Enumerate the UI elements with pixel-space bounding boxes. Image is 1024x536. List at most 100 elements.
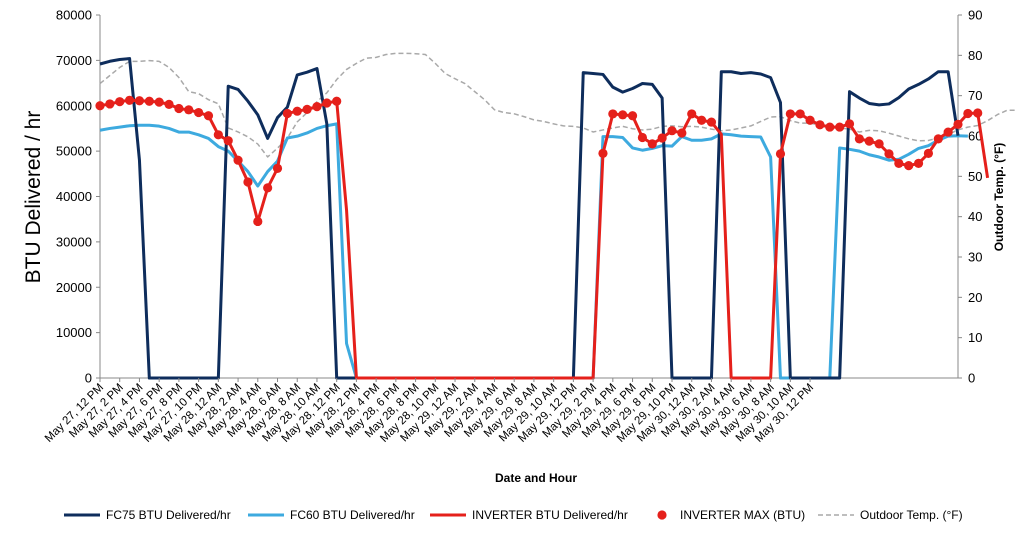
inverter-max-point xyxy=(696,115,707,125)
legend-item-inverter-max-btu: INVERTER MAX (BTU) xyxy=(657,508,805,522)
inverter-max-point xyxy=(657,133,667,143)
inverter-max-point xyxy=(923,148,934,158)
legend-label: INVERTER BTU Delivered/hr xyxy=(472,508,628,522)
inverter-max-point xyxy=(154,97,164,107)
series-line-fc75-btu-delivered-hr xyxy=(99,57,960,380)
y-tick-label: 30000 xyxy=(56,234,92,249)
inverter-max-point xyxy=(706,117,717,127)
inverter-max-point xyxy=(815,120,825,130)
inverter-max-point xyxy=(174,103,184,114)
inverter-max-point xyxy=(105,99,115,109)
inverter-max-point xyxy=(233,155,243,165)
legend-item-inverter-btu-delivered-hr: INVERTER BTU Delivered/hr xyxy=(430,508,628,522)
inverter-max-point xyxy=(164,99,174,109)
inverter-max-point xyxy=(144,96,154,106)
y-tick-label: 50000 xyxy=(56,144,92,159)
y-tick-label: 80000 xyxy=(56,8,92,23)
inverter-max-point xyxy=(805,115,815,125)
inverter-max-point xyxy=(292,106,302,116)
inverter-max-point xyxy=(904,161,914,171)
inverter-max-point xyxy=(844,119,855,129)
y2-tick-label: 50 xyxy=(968,169,982,184)
inverter-max-point xyxy=(194,107,204,118)
y2-tick-label: 20 xyxy=(968,290,982,305)
inverter-max-point xyxy=(608,109,618,119)
inverter-max-point xyxy=(322,98,332,108)
inverter-max-point xyxy=(933,134,943,144)
inverter-max-point xyxy=(913,158,924,168)
inverter-max-point xyxy=(243,177,253,187)
legend-label: Outdoor Temp. (°F) xyxy=(860,508,963,522)
inverter-max-point xyxy=(598,148,608,158)
inverter-max-point xyxy=(312,102,322,112)
inverter-max-point xyxy=(825,122,835,132)
inverter-max-point xyxy=(618,110,628,120)
inverter-max-point xyxy=(884,149,894,159)
y2-tick-label: 80 xyxy=(968,48,982,63)
axes: 0 10000 20000 30000 40000 50000 60000 70000 8000… xyxy=(56,8,983,386)
inverter-max-point xyxy=(332,96,342,106)
legend-item-fc75-btu-delivered-hr: FC75 BTU Delivered/hr xyxy=(64,508,231,522)
y2-tick-label: 70 xyxy=(968,88,982,103)
inverter-max-point xyxy=(95,101,105,111)
series-inverter-max-btu xyxy=(95,95,983,227)
inverter-max-point xyxy=(775,149,786,159)
y-tick-label: 70000 xyxy=(56,53,92,68)
y-axis-label: BTU Delivered / hr xyxy=(22,111,45,284)
y-tick-label: 40000 xyxy=(56,189,92,204)
inverter-max-point xyxy=(637,132,648,143)
inverter-max-point xyxy=(687,109,697,119)
y2-tick-label: 30 xyxy=(968,250,982,265)
inverter-max-point xyxy=(115,97,125,107)
legend: FC75 BTU Delivered/hr FC60 BTU Delivered/… xyxy=(64,508,963,522)
y2-tick-label: 60 xyxy=(968,129,982,144)
inverter-max-point xyxy=(223,136,233,146)
series-line-fc60-btu-delivered-hr xyxy=(99,122,968,380)
series-line-inverter-btu-delivered-hr xyxy=(99,98,990,380)
y-tick-label: 20000 xyxy=(56,280,92,295)
inverter-max-point xyxy=(213,130,223,140)
inverter-max-point xyxy=(647,139,657,149)
series-line-outdoor-temp-f xyxy=(99,52,1018,158)
series-layer xyxy=(95,52,1018,380)
y2-tick-label: 0 xyxy=(968,371,975,386)
inverter-max-point xyxy=(253,216,263,227)
inverter-max-point xyxy=(963,108,973,119)
inverter-max-point xyxy=(667,126,677,136)
y2-tick-label: 90 xyxy=(968,8,982,23)
inverter-max-point xyxy=(134,96,145,106)
inverter-max-point xyxy=(263,183,273,193)
legend-item-fc60-btu-delivered-hr: FC60 BTU Delivered/hr xyxy=(248,508,415,522)
inverter-max-point xyxy=(854,134,864,144)
inverter-max-point xyxy=(874,139,884,149)
y2-tick-label: 10 xyxy=(968,330,982,345)
y2-axis-label: Outdoor Temp. (°F) xyxy=(992,143,1006,252)
legend-label: INVERTER MAX (BTU) xyxy=(680,508,805,522)
legend-label: FC60 BTU Delivered/hr xyxy=(290,508,415,522)
inverter-max-point xyxy=(677,128,687,138)
inverter-max-point xyxy=(795,109,805,119)
y-tick-label: 0 xyxy=(85,371,92,386)
legend-label: FC75 BTU Delivered/hr xyxy=(106,508,231,522)
inverter-max-point xyxy=(203,111,214,121)
inverter-max-point xyxy=(953,119,963,129)
inverter-max-point xyxy=(785,109,795,119)
inverter-max-point xyxy=(302,104,312,114)
inverter-max-point xyxy=(272,163,283,173)
y-tick-label: 10000 xyxy=(56,325,92,340)
y2-tick-label: 40 xyxy=(968,209,982,224)
x-axis-label: Date and Hour xyxy=(495,471,577,485)
inverter-max-point xyxy=(864,136,874,146)
inverter-max-point xyxy=(124,95,135,105)
inverter-max-point xyxy=(943,127,953,137)
inverter-max-point xyxy=(184,105,194,115)
inverter-max-point xyxy=(894,158,904,168)
inverter-max-point xyxy=(627,111,638,121)
y-tick-label: 60000 xyxy=(56,98,92,113)
inverter-max-point xyxy=(973,108,983,118)
legend-swatch xyxy=(657,510,667,520)
legend-item-outdoor-temp-f: Outdoor Temp. (°F) xyxy=(818,508,963,522)
inverter-max-point xyxy=(282,108,292,119)
